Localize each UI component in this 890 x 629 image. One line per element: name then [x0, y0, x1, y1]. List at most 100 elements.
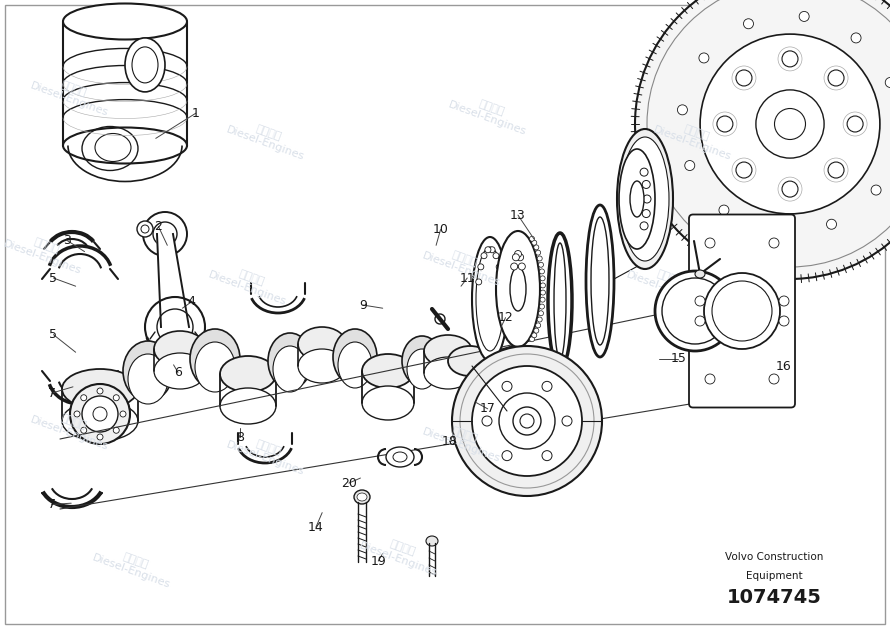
Ellipse shape — [298, 327, 346, 361]
Ellipse shape — [635, 0, 890, 279]
Circle shape — [779, 316, 789, 326]
Circle shape — [643, 181, 651, 189]
Circle shape — [534, 245, 538, 250]
Ellipse shape — [472, 366, 582, 476]
Circle shape — [497, 264, 502, 270]
FancyBboxPatch shape — [689, 214, 795, 408]
Circle shape — [695, 296, 705, 306]
Ellipse shape — [630, 181, 644, 217]
Ellipse shape — [426, 536, 438, 546]
Ellipse shape — [62, 369, 138, 409]
Ellipse shape — [190, 329, 240, 389]
Ellipse shape — [782, 51, 798, 67]
Ellipse shape — [472, 237, 508, 361]
Ellipse shape — [476, 247, 504, 351]
Circle shape — [562, 416, 572, 426]
Ellipse shape — [520, 414, 534, 428]
Ellipse shape — [621, 137, 669, 261]
Ellipse shape — [132, 47, 158, 83]
Circle shape — [640, 222, 648, 230]
Text: 紫发动力
Diesel-Engines: 紫发动力 Diesel-Engines — [625, 259, 710, 308]
Circle shape — [531, 240, 537, 245]
Circle shape — [530, 237, 535, 242]
Circle shape — [498, 279, 505, 285]
Text: 4: 4 — [188, 296, 195, 308]
Ellipse shape — [591, 217, 609, 345]
Ellipse shape — [386, 447, 414, 467]
Text: 13: 13 — [510, 209, 526, 221]
Ellipse shape — [827, 220, 837, 229]
Circle shape — [120, 411, 126, 417]
Text: 紫发动力
Diesel-Engines: 紫发动力 Diesel-Engines — [28, 403, 114, 452]
Circle shape — [502, 381, 512, 391]
Text: 1: 1 — [192, 107, 199, 120]
Text: 2: 2 — [155, 220, 162, 233]
Text: 9: 9 — [360, 299, 367, 311]
Polygon shape — [157, 234, 189, 327]
Ellipse shape — [273, 346, 307, 392]
Ellipse shape — [704, 273, 780, 349]
Ellipse shape — [333, 329, 377, 385]
Circle shape — [478, 264, 484, 270]
Ellipse shape — [154, 353, 206, 389]
Circle shape — [540, 283, 546, 288]
Ellipse shape — [63, 4, 187, 40]
Circle shape — [511, 263, 518, 270]
Ellipse shape — [128, 354, 168, 404]
Text: 紫发动力
Diesel-Engines: 紫发动力 Diesel-Engines — [2, 227, 87, 276]
Text: 紫发动力
Diesel-Engines: 紫发动力 Diesel-Engines — [651, 114, 737, 163]
Ellipse shape — [499, 393, 555, 449]
Text: 紫发动力
Diesel-Engines: 紫发动力 Diesel-Engines — [91, 542, 176, 591]
Circle shape — [153, 222, 177, 246]
Text: 17: 17 — [480, 403, 496, 415]
Ellipse shape — [756, 90, 824, 158]
Ellipse shape — [712, 281, 772, 341]
Ellipse shape — [548, 233, 572, 369]
Ellipse shape — [662, 278, 728, 344]
Ellipse shape — [695, 270, 705, 278]
Ellipse shape — [362, 354, 414, 388]
Circle shape — [640, 168, 648, 176]
Text: 8: 8 — [237, 431, 244, 443]
Circle shape — [81, 395, 86, 401]
Text: 紫发动力
Diesel-Engines: 紫发动力 Diesel-Engines — [358, 529, 443, 578]
Circle shape — [531, 333, 537, 338]
Text: 10: 10 — [433, 223, 449, 236]
Ellipse shape — [407, 349, 437, 389]
Ellipse shape — [362, 386, 414, 420]
Ellipse shape — [424, 357, 472, 389]
Ellipse shape — [771, 226, 781, 237]
Text: 18: 18 — [441, 435, 457, 448]
Circle shape — [137, 221, 153, 237]
Circle shape — [74, 411, 80, 417]
Text: 紫发动力
Diesel-Engines: 紫发动力 Diesel-Engines — [28, 70, 114, 119]
Circle shape — [82, 396, 118, 432]
Ellipse shape — [298, 349, 346, 383]
Ellipse shape — [774, 108, 805, 140]
Ellipse shape — [268, 333, 312, 389]
Text: 6: 6 — [174, 366, 182, 379]
Ellipse shape — [154, 331, 206, 367]
Circle shape — [542, 450, 552, 460]
Ellipse shape — [393, 452, 407, 462]
Circle shape — [482, 416, 492, 426]
Text: Equipment: Equipment — [746, 571, 803, 581]
Ellipse shape — [63, 128, 187, 164]
Ellipse shape — [510, 267, 526, 311]
Text: 7: 7 — [48, 498, 55, 511]
Ellipse shape — [699, 53, 709, 63]
Ellipse shape — [513, 407, 541, 435]
Ellipse shape — [736, 70, 752, 86]
Circle shape — [530, 337, 535, 342]
Ellipse shape — [354, 490, 370, 504]
Circle shape — [539, 269, 545, 274]
Circle shape — [540, 276, 546, 281]
Circle shape — [516, 253, 523, 261]
Circle shape — [113, 395, 119, 401]
Ellipse shape — [617, 129, 673, 269]
Text: 紫发动力
Diesel-Engines: 紫发动力 Diesel-Engines — [206, 259, 292, 308]
Circle shape — [643, 209, 651, 218]
Ellipse shape — [187, 343, 199, 351]
Ellipse shape — [719, 205, 729, 215]
Circle shape — [538, 262, 544, 267]
